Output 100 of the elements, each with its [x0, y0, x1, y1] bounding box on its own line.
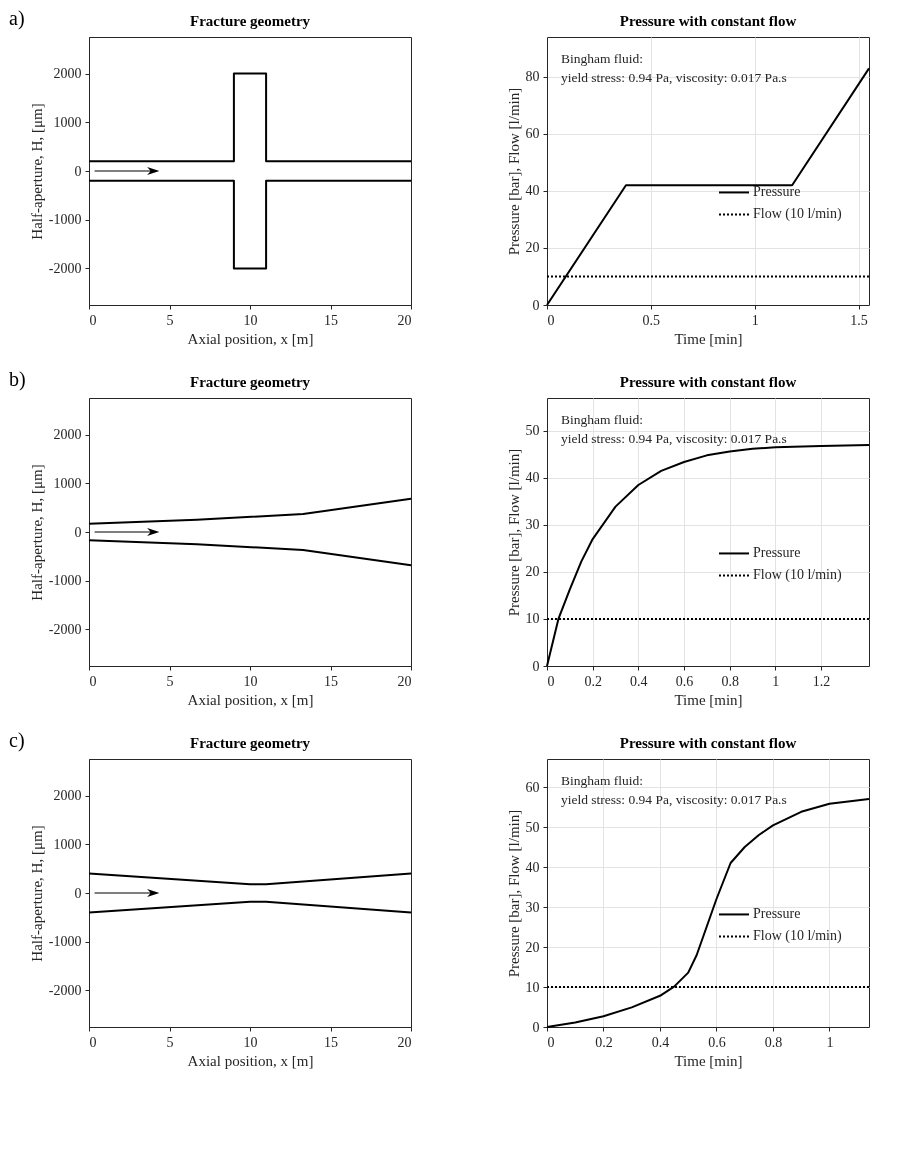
x-tick-label: 0.8: [721, 673, 739, 689]
chart-title: Pressure with constant flow: [619, 13, 797, 29]
annotation: Bingham fluid:: [561, 773, 644, 788]
y-tick-label: 30: [525, 899, 540, 915]
x-tick-label: 1: [751, 312, 759, 328]
y-tick-label: 60: [525, 126, 540, 142]
x-axis-title: Axial position, x [m]: [187, 1052, 314, 1069]
y-tick-label: 20: [525, 240, 540, 256]
y-tick-label: 0: [532, 1019, 540, 1035]
x-tick-label: 0: [89, 1034, 97, 1050]
x-tick-label: 1: [772, 673, 780, 689]
x-axis-title: Time [min]: [674, 1052, 743, 1069]
legend-label: Flow (10 l/min): [753, 567, 843, 584]
legend-label: Flow (10 l/min): [753, 206, 843, 223]
legend-label: Pressure: [753, 545, 801, 561]
legend-label: Pressure: [753, 184, 801, 200]
x-tick-label: 15: [324, 673, 338, 689]
x-tick-label: 10: [243, 673, 258, 689]
x-tick-label: 10: [243, 1034, 258, 1050]
x-axis-title: Axial position, x [m]: [187, 330, 314, 347]
y-axis-title: Pressure [bar], Flow [l/min]: [505, 809, 522, 978]
y-tick-label: 40: [525, 470, 540, 486]
y-axis-title: Half-aperture, H, [μm]: [28, 825, 45, 962]
x-tick-label: 5: [166, 673, 174, 689]
y-tick-label: 50: [525, 423, 540, 439]
y-axis-title: Pressure [bar], Flow [l/min]: [505, 87, 522, 256]
legend-label: Flow (10 l/min): [753, 928, 843, 945]
x-axis-title: Axial position, x [m]: [187, 691, 314, 708]
text: c): [9, 729, 25, 752]
annotation: yield stress: 0.94 Pa, viscosity: 0.017 Pa.s: [561, 792, 787, 807]
y-tick-label: -1000: [48, 573, 82, 589]
y-axis-title: Half-aperture, H, [μm]: [28, 464, 45, 601]
y-tick-label: 0: [74, 163, 82, 179]
chart-title: Fracture geometry: [189, 13, 311, 29]
x-axis-title: Time [min]: [674, 330, 743, 347]
x-tick-label: 1: [826, 1034, 834, 1050]
y-tick-label: 2000: [53, 66, 82, 82]
chart-title: Pressure with constant flow: [619, 735, 797, 751]
x-tick-label: 5: [166, 1034, 174, 1050]
x-tick-label: 0.4: [651, 1034, 670, 1050]
y-tick-label: 20: [525, 939, 540, 955]
y-tick-label: -2000: [48, 260, 82, 276]
annotation: yield stress: 0.94 Pa, viscosity: 0.017 Pa.s: [561, 431, 787, 446]
y-tick-label: 0: [532, 658, 540, 674]
y-tick-label: 20: [525, 564, 540, 580]
x-tick-label: 0.2: [584, 673, 602, 689]
y-tick-label: -1000: [48, 212, 82, 228]
chart-title: Pressure with constant flow: [619, 374, 797, 390]
y-tick-label: 2000: [53, 427, 82, 443]
x-tick-label: 1.2: [812, 673, 831, 689]
y-tick-label: 10: [525, 611, 540, 627]
y-tick-label: 1000: [53, 475, 82, 491]
y-axis-title: Half-aperture, H, [μm]: [28, 103, 45, 240]
y-axis-title: Pressure [bar], Flow [l/min]: [505, 448, 522, 617]
x-tick-label: 20: [397, 1034, 412, 1050]
line-series: [88, 539, 412, 567]
x-tick-label: 0: [89, 673, 97, 689]
y-tick-label: 0: [74, 524, 82, 540]
y-tick-label: 10: [525, 979, 540, 995]
x-tick-label: 0.4: [630, 673, 648, 689]
y-tick-label: 60: [525, 779, 540, 795]
x-tick-label: 0.5: [642, 312, 661, 328]
x-tick-label: 15: [324, 1034, 338, 1050]
y-tick-label: -1000: [48, 934, 82, 950]
x-tick-label: 15: [324, 312, 338, 328]
y-tick-label: 1000: [53, 836, 82, 852]
legend-label: Pressure: [753, 906, 801, 922]
x-tick-label: 0.2: [595, 1034, 613, 1050]
x-tick-label: 0: [547, 673, 555, 689]
x-tick-label: 0.6: [708, 1034, 726, 1050]
x-tick-label: 5: [166, 312, 174, 328]
annotation: Bingham fluid:: [561, 51, 644, 66]
text: a): [9, 7, 25, 30]
x-tick-label: 0: [89, 312, 97, 328]
annotation: yield stress: 0.94 Pa, viscosity: 0.017 Pa.s: [561, 70, 787, 85]
y-tick-label: 40: [525, 183, 540, 199]
y-tick-label: 0: [532, 297, 540, 313]
y-tick-label: -2000: [48, 621, 82, 637]
x-tick-label: 0.8: [764, 1034, 783, 1050]
x-tick-label: 20: [397, 673, 412, 689]
x-tick-label: 1.5: [850, 312, 868, 328]
chart-title: Fracture geometry: [189, 735, 311, 751]
y-tick-label: 30: [525, 517, 540, 533]
y-tick-label: 40: [525, 859, 540, 875]
line-series: [88, 497, 412, 525]
chart-title: Fracture geometry: [189, 374, 311, 390]
annotation: Bingham fluid:: [561, 412, 644, 427]
x-tick-label: 20: [397, 312, 412, 328]
y-tick-label: 80: [525, 69, 540, 85]
y-tick-label: 0: [74, 885, 82, 901]
x-tick-label: 0: [547, 1034, 555, 1050]
y-tick-label: 50: [525, 819, 540, 835]
y-tick-label: -2000: [48, 982, 82, 998]
x-tick-label: 0: [547, 312, 555, 328]
text: b): [9, 368, 26, 391]
x-axis-title: Time [min]: [674, 691, 743, 708]
y-tick-label: 2000: [53, 788, 82, 804]
y-tick-label: 1000: [53, 114, 82, 130]
x-tick-label: 10: [243, 312, 258, 328]
x-tick-label: 0.6: [675, 673, 694, 689]
